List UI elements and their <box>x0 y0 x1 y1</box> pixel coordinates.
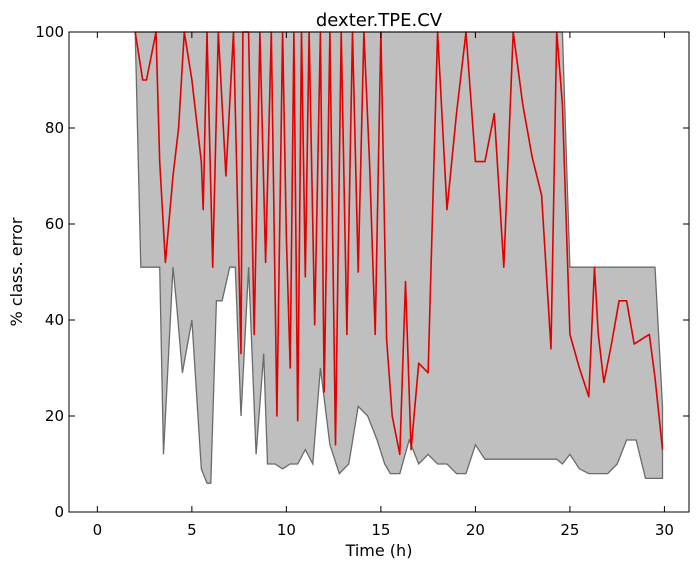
y-tick-label: 60 <box>45 215 64 233</box>
plot-frame <box>68 31 690 513</box>
plot-area <box>134 31 664 484</box>
y-tick-label: 0 <box>54 503 64 521</box>
x-tick-label: 0 <box>93 521 103 539</box>
mean-error-line <box>134 31 664 456</box>
error-band-area <box>134 31 664 484</box>
x-tick-label: 30 <box>655 521 674 539</box>
y-tick-label: 20 <box>45 407 64 425</box>
x-tick-label: 20 <box>466 521 485 539</box>
x-axis-label: Time (h) <box>345 541 413 560</box>
x-tick-label: 5 <box>187 521 197 539</box>
y-tick-label: 100 <box>35 23 64 41</box>
axis-ticks: 0 5 10 15 20 25 30 0 20 40 60 80 100 <box>35 23 689 539</box>
y-tick-label: 80 <box>45 119 64 137</box>
chart-title: dexter.TPE.CV <box>316 10 443 31</box>
x-tick-label: 15 <box>371 521 390 539</box>
y-axis-label: % class. error <box>7 217 26 326</box>
x-tick-label: 10 <box>277 521 296 539</box>
x-tick-label: 25 <box>560 521 579 539</box>
y-tick-label: 40 <box>45 311 64 329</box>
